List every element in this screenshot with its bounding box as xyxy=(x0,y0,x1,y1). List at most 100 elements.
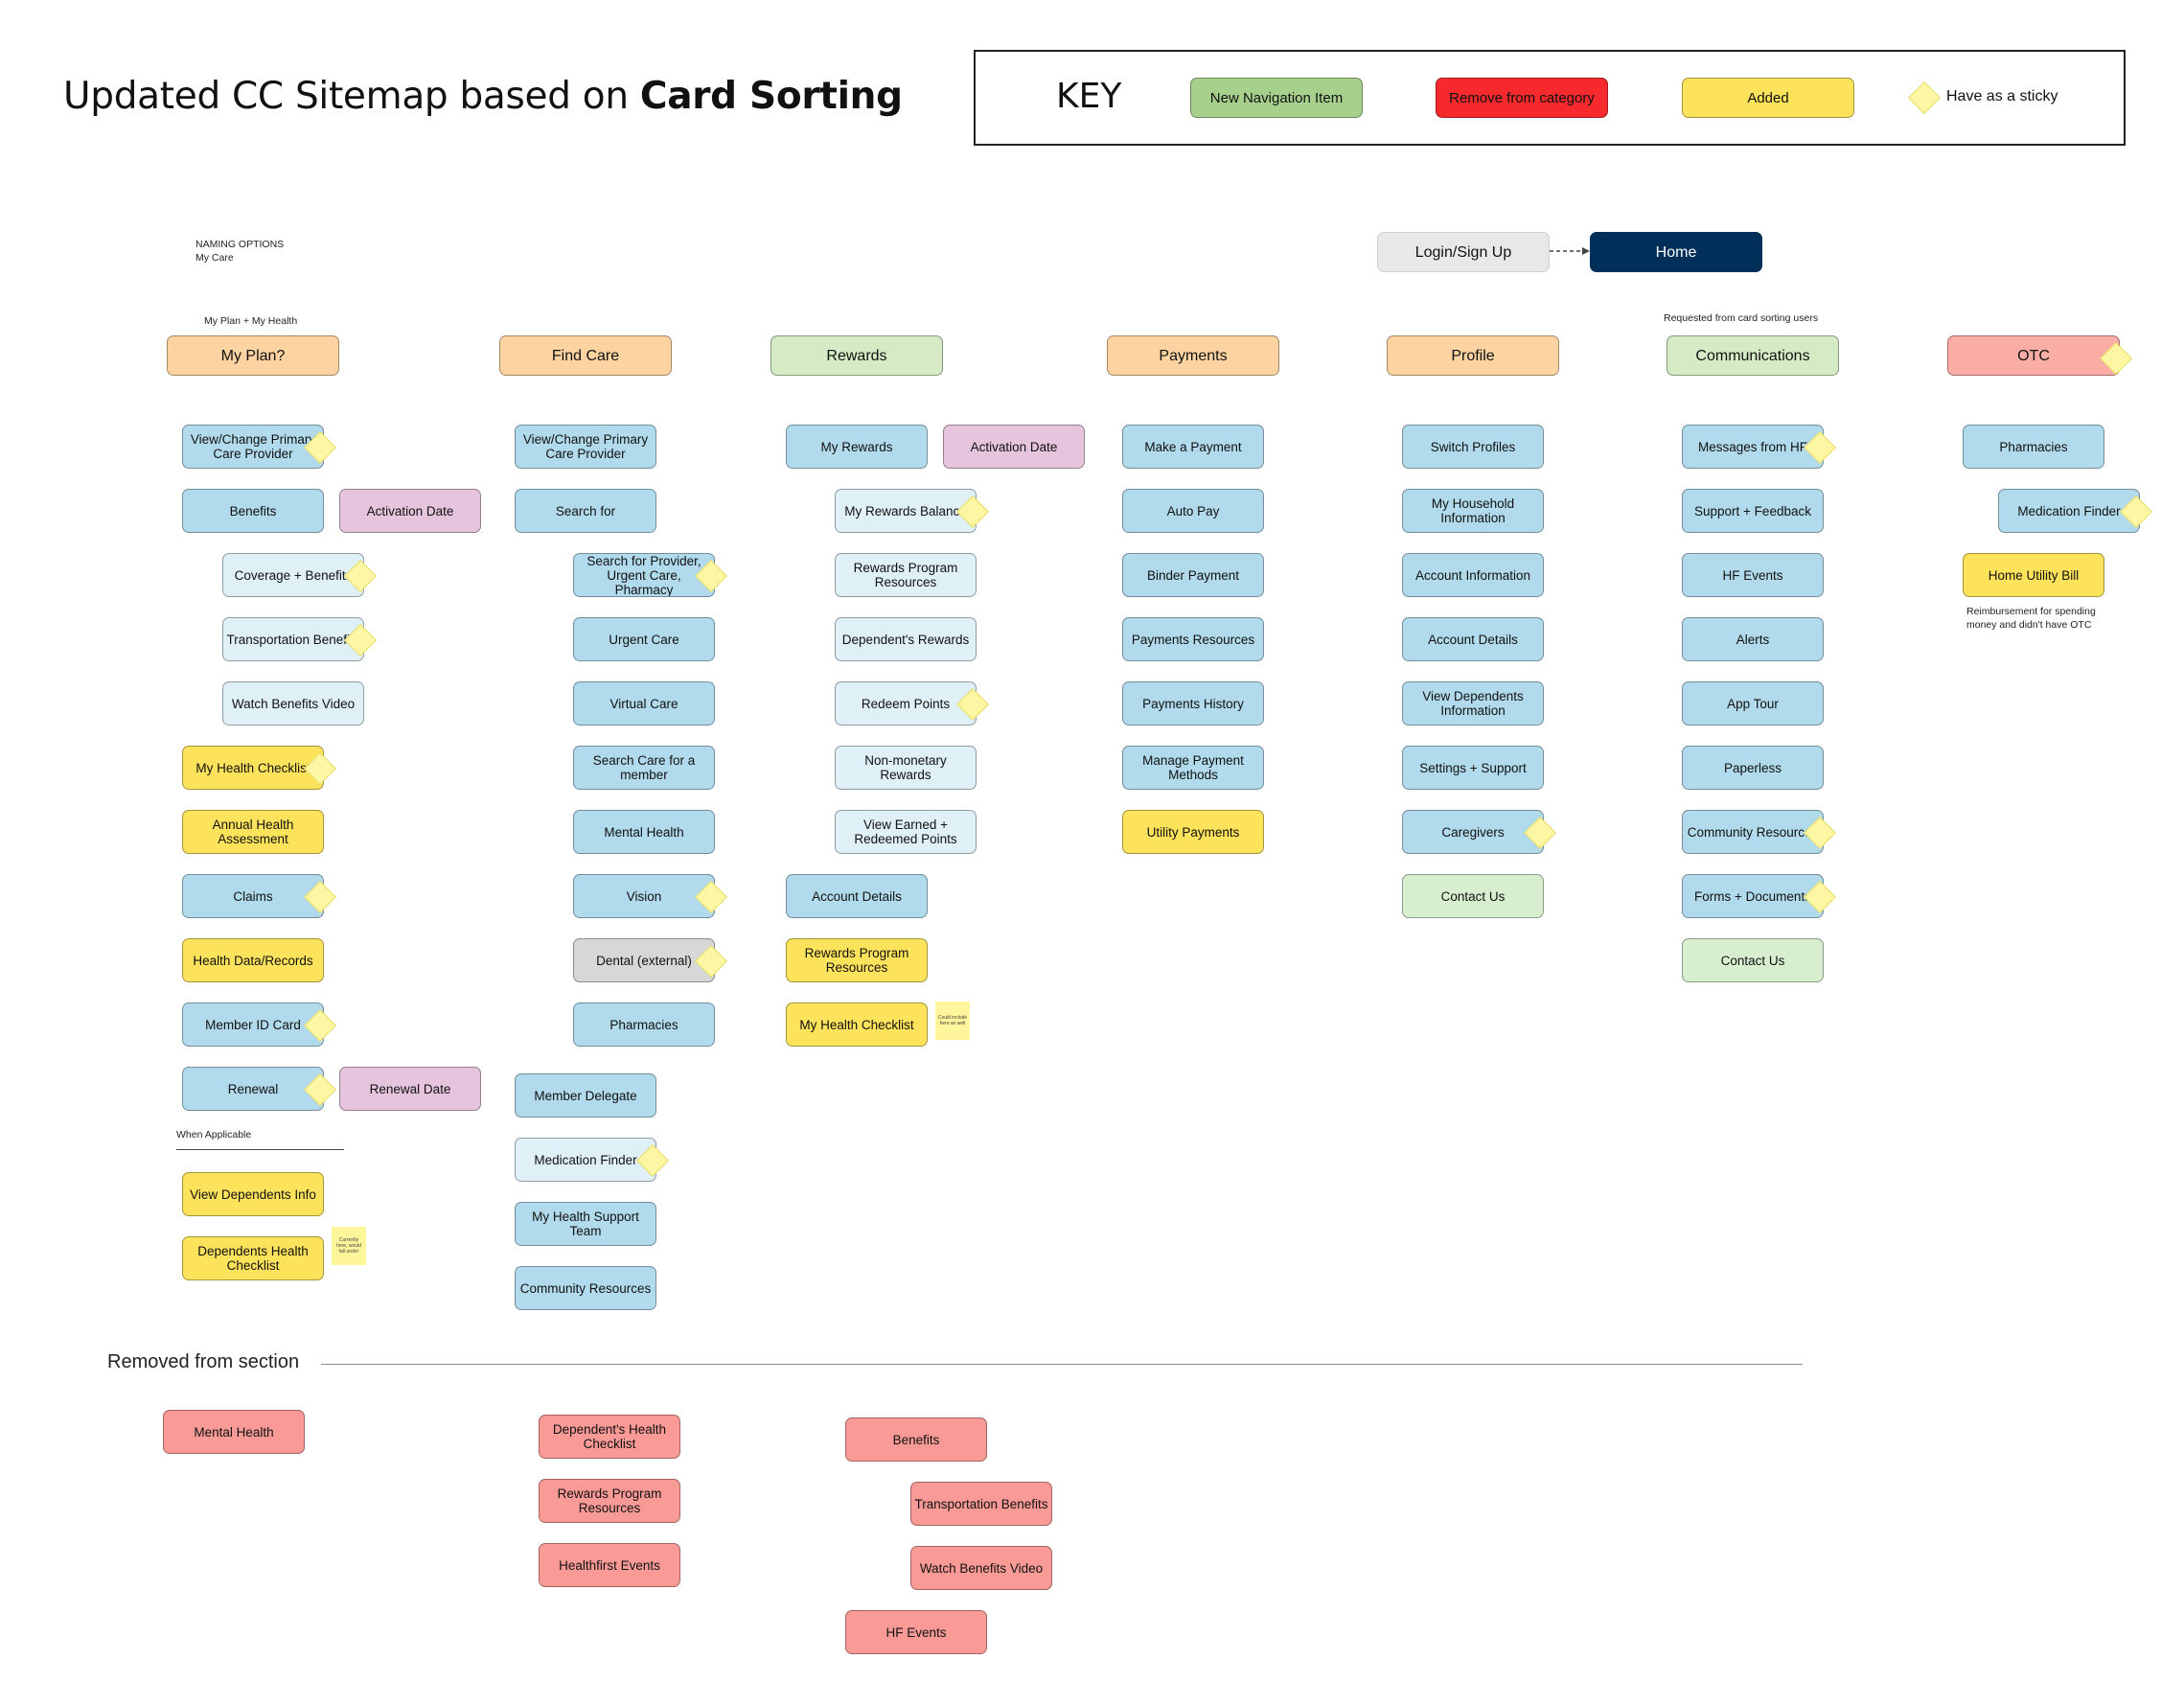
hf-events-node: HF Events xyxy=(845,1610,987,1654)
my-rewards-balance-node: My Rewards Balance xyxy=(835,489,977,533)
naming-options-label: NAMING OPTIONS xyxy=(195,239,285,250)
contact-us-node: Contact Us xyxy=(1402,874,1544,918)
payments-history-node: Payments History xyxy=(1122,681,1264,726)
medication-finder-node: Medication Finder xyxy=(1998,489,2140,533)
view-change-primary-care-provider-node: View/Change Primary Care Provider xyxy=(515,425,656,469)
member-delegate-node: Member Delegate xyxy=(515,1073,656,1117)
alerts-node: Alerts xyxy=(1682,617,1824,661)
legend-title: KEY xyxy=(1056,77,1122,116)
legend-remove-from-category: Remove from category xyxy=(1436,78,1608,118)
removed-section-title: Removed from section xyxy=(107,1351,300,1372)
view-dependents-info-node: View Dependents Info xyxy=(182,1172,324,1216)
my-care-label: My Care xyxy=(195,252,234,264)
rewards-program-resources-node: Rewards Program Resources xyxy=(786,938,928,982)
watch-benefits-video-node: Watch Benefits Video xyxy=(222,681,364,726)
health-data-records-node: Health Data/Records xyxy=(182,938,324,982)
search-care-for-a-member-node: Search Care for a member xyxy=(573,746,715,790)
pharmacies-node: Pharmacies xyxy=(573,1002,715,1047)
removed-section-divider xyxy=(321,1364,1803,1365)
healthfirst-events-node: Healthfirst Events xyxy=(539,1543,680,1587)
caregivers-node: Caregivers xyxy=(1402,810,1544,854)
home-utility-bill-node: Home Utility Bill xyxy=(1963,553,2104,597)
urgent-care-node: Urgent Care xyxy=(573,617,715,661)
forms-documents-node: Forms + Documents xyxy=(1682,874,1824,918)
switch-profiles-node: Switch Profiles xyxy=(1402,425,1544,469)
activation-date-node: Activation Date xyxy=(339,489,481,533)
coverage-benefits-node: Coverage + Benefits xyxy=(222,553,364,597)
account-information-node: Account Information xyxy=(1402,553,1544,597)
benefits-node: Benefits xyxy=(182,489,324,533)
find-care-node: Find Care xyxy=(499,335,672,376)
paperless-node: Paperless xyxy=(1682,746,1824,790)
watch-benefits-video-node: Watch Benefits Video xyxy=(910,1546,1052,1590)
dependent-s-rewards-node: Dependent's Rewards xyxy=(835,617,977,661)
rewards-program-resources-node: Rewards Program Resources xyxy=(835,553,977,597)
benefits-node: Benefits xyxy=(845,1417,987,1462)
redeem-points-node: Redeem Points xyxy=(835,681,977,726)
search-for-node: Search for xyxy=(515,489,656,533)
otc-node: OTC xyxy=(1947,335,2120,376)
transportation-benefits-node: Transportation Benefits xyxy=(910,1482,1052,1526)
settings-support-node: Settings + Support xyxy=(1402,746,1544,790)
view-earned-redeemed-points-node: View Earned + Redeemed Points xyxy=(835,810,977,854)
legend-added: Added xyxy=(1682,78,1854,118)
when-applicable-note: When Applicable xyxy=(176,1129,252,1141)
virtual-care-node: Virtual Care xyxy=(573,681,715,726)
dental-external-node: Dental (external) xyxy=(573,938,715,982)
rewards-program-resources-node: Rewards Program Resources xyxy=(539,1479,680,1523)
payments-node: Payments xyxy=(1107,335,1279,376)
communications-node: Communications xyxy=(1667,335,1839,376)
search-for-provider-urgent-care-pharmacy-node: Search for Provider, Urgent Care, Pharma… xyxy=(573,553,715,597)
community-resources-node: Community Resources xyxy=(515,1266,656,1310)
utility-payments-node: Utility Payments xyxy=(1122,810,1264,854)
sticky-note-checklist: Could include here as well xyxy=(935,1002,970,1040)
view-dependents-information-node: View Dependents Information xyxy=(1402,681,1544,726)
claims-node: Claims xyxy=(182,874,324,918)
vision-node: Vision xyxy=(573,874,715,918)
account-details-node: Account Details xyxy=(786,874,928,918)
legend-new-navigation-item: New Navigation Item xyxy=(1190,78,1363,118)
my-plan-node: My Plan? xyxy=(167,335,339,376)
activation-date-node: Activation Date xyxy=(943,425,1085,469)
auto-pay-node: Auto Pay xyxy=(1122,489,1264,533)
my-health-checklist-node: My Health Checklist xyxy=(182,746,324,790)
messages-from-hf-node: Messages from HF xyxy=(1682,425,1824,469)
pharmacies-node: Pharmacies xyxy=(1963,425,2104,469)
member-id-card-node: Member ID Card xyxy=(182,1002,324,1047)
login-to-home-arrow xyxy=(1550,247,1590,255)
sticky-note-dependents: Currently here, would fall under xyxy=(332,1227,366,1265)
my-rewards-node: My Rewards xyxy=(786,425,928,469)
view-change-primary-care-provider-node: View/Change Primary Care Provider xyxy=(182,425,324,469)
legend-sticky-label: Have as a sticky xyxy=(1946,88,2058,104)
non-monetary-rewards-node: Non-monetary Rewards xyxy=(835,746,977,790)
support-feedback-node: Support + Feedback xyxy=(1682,489,1824,533)
medication-finder-node: Medication Finder xyxy=(515,1138,656,1182)
renewal-date-node: Renewal Date xyxy=(339,1067,481,1111)
rewards-node: Rewards xyxy=(770,335,943,376)
transportation-benefits-node: Transportation Benefits xyxy=(222,617,364,661)
page-title: Updated CC Sitemap based on Card Sorting xyxy=(63,75,903,118)
annual-health-assessment-node: Annual Health Assessment xyxy=(182,810,324,854)
sticky-diamond-icon xyxy=(1908,81,1941,114)
my-plan-health-note: My Plan + My Health xyxy=(204,315,298,327)
make-a-payment-node: Make a Payment xyxy=(1122,425,1264,469)
profile-node: Profile xyxy=(1387,335,1559,376)
app-tour-node: App Tour xyxy=(1682,681,1824,726)
requested-note: Requested from card sorting users xyxy=(1664,312,1819,324)
dependent-s-health-checklist-node: Dependent's Health Checklist xyxy=(539,1415,680,1459)
account-details-node: Account Details xyxy=(1402,617,1544,661)
payments-resources-node: Payments Resources xyxy=(1122,617,1264,661)
manage-payment-methods-node: Manage Payment Methods xyxy=(1122,746,1264,790)
when-applicable-divider xyxy=(176,1149,344,1150)
reimbursement-note: Reimbursement for spending money and did… xyxy=(1966,606,2096,631)
renewal-node: Renewal xyxy=(182,1067,324,1111)
hf-events-node: HF Events xyxy=(1682,553,1824,597)
home-node: Home xyxy=(1590,232,1762,272)
contact-us-node: Contact Us xyxy=(1682,938,1824,982)
legend-key: KEY New Navigation Item Remove from cate… xyxy=(974,50,2126,146)
mental-health-node: Mental Health xyxy=(163,1410,305,1454)
naming-options-note: NAMING OPTIONS My Care xyxy=(195,238,284,265)
community-resources-node: Community Resources xyxy=(1682,810,1824,854)
dependents-health-checklist-node: Dependents Health Checklist xyxy=(182,1236,324,1280)
my-health-support-team-node: My Health Support Team xyxy=(515,1202,656,1246)
